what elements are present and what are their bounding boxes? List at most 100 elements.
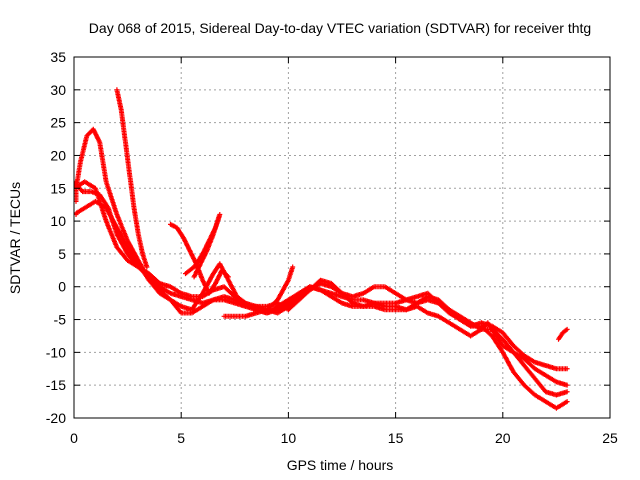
data-point-run	[285, 295, 301, 309]
data-point-run	[436, 300, 451, 315]
chart-title: Day 068 of 2015, Sidereal Day-to-day VTE…	[89, 20, 591, 36]
data-point-run	[103, 218, 119, 249]
data-point-run	[500, 330, 515, 348]
data-point-run	[382, 284, 397, 295]
y-tick-label: -5	[54, 312, 67, 328]
data-point	[564, 399, 570, 405]
data-point-run	[189, 304, 204, 316]
data-point-run	[457, 326, 472, 338]
data-point-run	[183, 265, 196, 277]
data-point-run	[105, 205, 119, 236]
data-point-run	[77, 134, 89, 165]
data-point-run	[168, 284, 183, 295]
data-point-run	[264, 298, 280, 313]
data-point-run	[221, 284, 237, 299]
data-point	[564, 326, 570, 332]
data-point-run	[275, 301, 290, 313]
data-point-run	[360, 285, 376, 296]
data-point-run	[521, 382, 537, 397]
data-point	[144, 264, 150, 270]
data-point	[564, 389, 570, 395]
data-point-run	[532, 392, 547, 404]
series-segment-late	[221, 264, 296, 319]
data-point-run	[556, 331, 565, 342]
data-point-run	[82, 179, 97, 190]
data-point-run	[489, 323, 504, 335]
x-tick-label: 25	[602, 430, 618, 446]
data-point-run	[511, 343, 526, 358]
data-point-run	[92, 185, 109, 223]
series-spike-early	[114, 87, 150, 270]
data-point-run	[511, 349, 526, 367]
data-point-run	[213, 269, 224, 286]
series-spike-mid-2	[183, 212, 223, 280]
axis-ticks	[73, 56, 611, 419]
axis-tick-labels: 0 5 10 15 20 25 -20 -15 -10 -5 0 5 10 15 20 25 30 35	[46, 49, 618, 446]
data-point-run	[553, 379, 569, 388]
data-point	[564, 382, 570, 388]
x-tick-label: 5	[177, 430, 185, 446]
plot-frame	[73, 56, 611, 419]
y-tick-label: -15	[46, 377, 66, 393]
data-point-run	[131, 205, 141, 236]
data-point-run	[500, 349, 516, 374]
data-point-run	[90, 126, 102, 144]
y-tick-label: 25	[50, 115, 66, 131]
data-point-run	[174, 225, 185, 239]
data-point-run	[219, 267, 230, 279]
data-point-run	[457, 313, 472, 325]
x-tick-label: 20	[495, 430, 511, 446]
data-point-run	[521, 363, 537, 380]
series-tail-end	[556, 326, 570, 342]
data-point-run	[457, 317, 472, 328]
data-point-run	[103, 179, 119, 216]
data-point-run	[82, 199, 97, 211]
data-point-run	[543, 363, 558, 371]
data-point-run	[543, 399, 558, 410]
data-point-run	[97, 139, 109, 183]
data-point-run	[211, 212, 223, 236]
data-point-run	[275, 304, 290, 316]
data-point-run	[414, 294, 429, 306]
data-point-run	[187, 248, 199, 265]
data-point-run	[489, 333, 505, 354]
data-point-run	[225, 277, 239, 298]
data-point-run	[553, 399, 569, 411]
data-point-run	[446, 310, 462, 322]
data-point-run	[157, 287, 172, 302]
data-point-run	[543, 389, 558, 398]
y-tick-label: 5	[58, 246, 66, 262]
data-point-run	[403, 301, 419, 313]
data-point-run	[127, 172, 137, 209]
y-axis-label: SDTVAR / TECUs	[7, 182, 23, 294]
data-point-run	[198, 248, 210, 265]
x-tick-label: 10	[281, 430, 297, 446]
data-point-run	[114, 87, 124, 111]
data-point-run	[114, 231, 130, 256]
y-tick-label: 20	[50, 147, 66, 163]
data-point-run	[285, 298, 301, 313]
y-tick-label: 35	[50, 49, 66, 65]
data-point-run	[232, 294, 247, 305]
data-point-run	[296, 288, 311, 300]
data-point-run	[73, 206, 86, 217]
data-point-run	[125, 258, 140, 269]
data-point-run	[192, 261, 203, 279]
y-tick-label: -20	[46, 410, 66, 426]
data-point-run	[553, 389, 569, 398]
data-point-run	[328, 280, 344, 295]
data-point-run	[328, 294, 344, 305]
data-point-run	[114, 212, 130, 242]
data-point-run	[414, 303, 429, 315]
data-point-run	[521, 356, 537, 371]
data-point-run	[521, 353, 537, 364]
data-point-run	[436, 297, 451, 312]
data-point-run	[146, 274, 162, 289]
data-point	[191, 274, 197, 280]
data-point-run	[489, 326, 505, 341]
data-point-run	[543, 372, 558, 384]
series-track-1	[73, 126, 570, 388]
x-axis-label: GPS time / hours	[287, 457, 394, 473]
data-point-run	[232, 297, 247, 309]
data-point-run	[123, 139, 132, 177]
